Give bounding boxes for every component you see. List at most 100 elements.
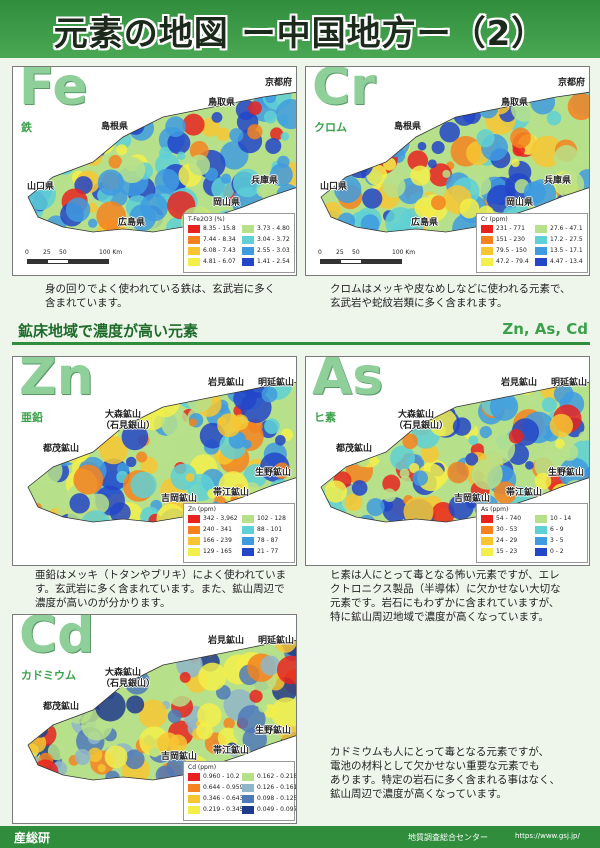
color-patch bbox=[260, 655, 281, 676]
color-patch bbox=[138, 388, 148, 398]
color-patch bbox=[74, 749, 91, 766]
color-patch bbox=[117, 650, 130, 663]
legend: As (ppm) 54 - 740 30 - 53 24 - 29 15 - 23 10 … bbox=[476, 503, 588, 563]
color-patch bbox=[508, 429, 524, 444]
color-patch bbox=[133, 640, 155, 659]
map-panel: Cd カドミウム 岩見鉱山 明延鉱山 大森鉱山 （石見銀山） 都茂鉱山 生野鉱山 帯江鉱山 吉岡鉱… bbox=[12, 614, 297, 824]
color-patch bbox=[439, 121, 460, 143]
legend-label: 54 - 740 bbox=[496, 515, 522, 522]
place-label: 都茂鉱山 bbox=[336, 444, 373, 454]
coast bbox=[320, 91, 589, 233]
scale-label: 25 bbox=[336, 249, 344, 256]
color-patch bbox=[198, 662, 227, 691]
legend-swatch bbox=[481, 515, 493, 523]
place-label: 生野鉱山 bbox=[255, 726, 292, 736]
color-patch bbox=[459, 198, 480, 219]
color-patch bbox=[95, 92, 110, 101]
legend-label: 10 - 14 bbox=[550, 515, 572, 522]
color-patch bbox=[270, 127, 284, 141]
caption-line: クロムはメッキや皮なめしなどに使われる元素で、 bbox=[330, 283, 571, 295]
legend-swatch bbox=[535, 515, 547, 523]
scale-label: 100 Km bbox=[392, 249, 416, 256]
color-patch bbox=[150, 436, 178, 464]
scale-label: 0 bbox=[318, 249, 322, 256]
color-patch bbox=[407, 150, 429, 171]
color-patch bbox=[207, 488, 218, 499]
color-patch bbox=[553, 145, 580, 171]
color-patch bbox=[167, 709, 182, 724]
legend-label: 0.346 - 0.643 bbox=[203, 795, 244, 802]
color-patch bbox=[76, 149, 90, 162]
color-patch bbox=[546, 110, 562, 126]
legend-label: 3 - 5 bbox=[550, 537, 564, 544]
legend-swatch bbox=[242, 258, 254, 266]
section-elements: Zn, As, Cd bbox=[502, 320, 588, 338]
place-label: 生野鉱山 bbox=[255, 468, 292, 478]
color-patch bbox=[264, 418, 280, 434]
color-patch bbox=[371, 488, 382, 499]
color-patch bbox=[66, 406, 98, 438]
color-patch bbox=[427, 382, 438, 389]
color-patch bbox=[465, 452, 479, 466]
legend-swatch bbox=[188, 773, 200, 781]
map bbox=[320, 91, 589, 233]
legend: Cr (ppm) 231 - 771 151 - 230 79.5 - 150 47.2… bbox=[476, 213, 588, 273]
color-patch bbox=[116, 144, 128, 156]
color-patch bbox=[334, 175, 362, 204]
color-patch bbox=[403, 496, 434, 522]
place-label: 吉岡鉱山 bbox=[454, 494, 491, 504]
map-panel: Fe 鉄 京都府 鳥取県 島根県 山口県 兵庫県 岡山県 広島県 T-Fe2O3 (%) 8.35 … bbox=[12, 66, 297, 276]
color-patch bbox=[554, 438, 565, 449]
place-label: 吉岡鉱山 bbox=[161, 752, 198, 762]
color-patch bbox=[86, 116, 95, 125]
color-patch bbox=[321, 437, 335, 452]
color-patch bbox=[271, 697, 296, 729]
color-patch bbox=[218, 471, 249, 502]
color-patch bbox=[410, 165, 431, 186]
legend-swatch bbox=[188, 225, 200, 233]
place-label: 岩見鉱山 bbox=[208, 378, 245, 388]
color-patch bbox=[567, 93, 589, 121]
color-patch bbox=[116, 382, 137, 392]
title: 元素の地図 ー中国地方ー（2） bbox=[53, 14, 547, 54]
color-patch bbox=[150, 388, 180, 418]
place-label: 吉岡鉱山 bbox=[161, 494, 198, 504]
legend-label: 13.5 - 17.1 bbox=[550, 247, 583, 254]
color-patch bbox=[471, 458, 503, 490]
color-patch bbox=[126, 117, 145, 135]
color-patch bbox=[269, 163, 293, 187]
color-patch bbox=[375, 426, 391, 443]
place-label: 都茂鉱山 bbox=[43, 702, 80, 712]
coast bbox=[27, 639, 296, 781]
color-patch bbox=[99, 436, 128, 465]
legend-swatch bbox=[188, 784, 200, 792]
legend-swatch bbox=[481, 236, 493, 244]
place-label: 岡山県 bbox=[213, 198, 241, 208]
color-patch bbox=[523, 181, 546, 204]
color-patch bbox=[156, 503, 186, 522]
color-patch bbox=[382, 174, 406, 198]
legend-swatch bbox=[242, 526, 254, 534]
color-patch bbox=[494, 481, 517, 505]
color-patch bbox=[576, 146, 589, 168]
legend-label: 240 - 341 bbox=[203, 526, 232, 533]
color-patch bbox=[140, 640, 160, 654]
color-patch bbox=[337, 212, 356, 230]
legend-swatch bbox=[188, 247, 200, 255]
color-patch bbox=[541, 397, 557, 413]
place-label: 岡山県 bbox=[506, 198, 534, 208]
color-patch bbox=[263, 110, 277, 124]
color-patch bbox=[97, 764, 106, 773]
place-label: 大森鉱山 bbox=[398, 410, 435, 420]
color-patch bbox=[453, 103, 476, 126]
color-patch bbox=[428, 163, 453, 187]
color-patch bbox=[431, 195, 446, 211]
logo: 産総研 bbox=[14, 831, 51, 845]
legend-swatch bbox=[242, 784, 254, 792]
legend-swatch bbox=[242, 795, 254, 803]
legend-swatch bbox=[242, 773, 254, 781]
legend-label: 78 - 87 bbox=[257, 537, 279, 544]
color-patch bbox=[399, 468, 410, 479]
caption-line: 玄武岩や蛇紋岩類に多く含まれます。 bbox=[330, 297, 508, 309]
legend-label: 0.644 - 0.959 bbox=[203, 784, 244, 791]
